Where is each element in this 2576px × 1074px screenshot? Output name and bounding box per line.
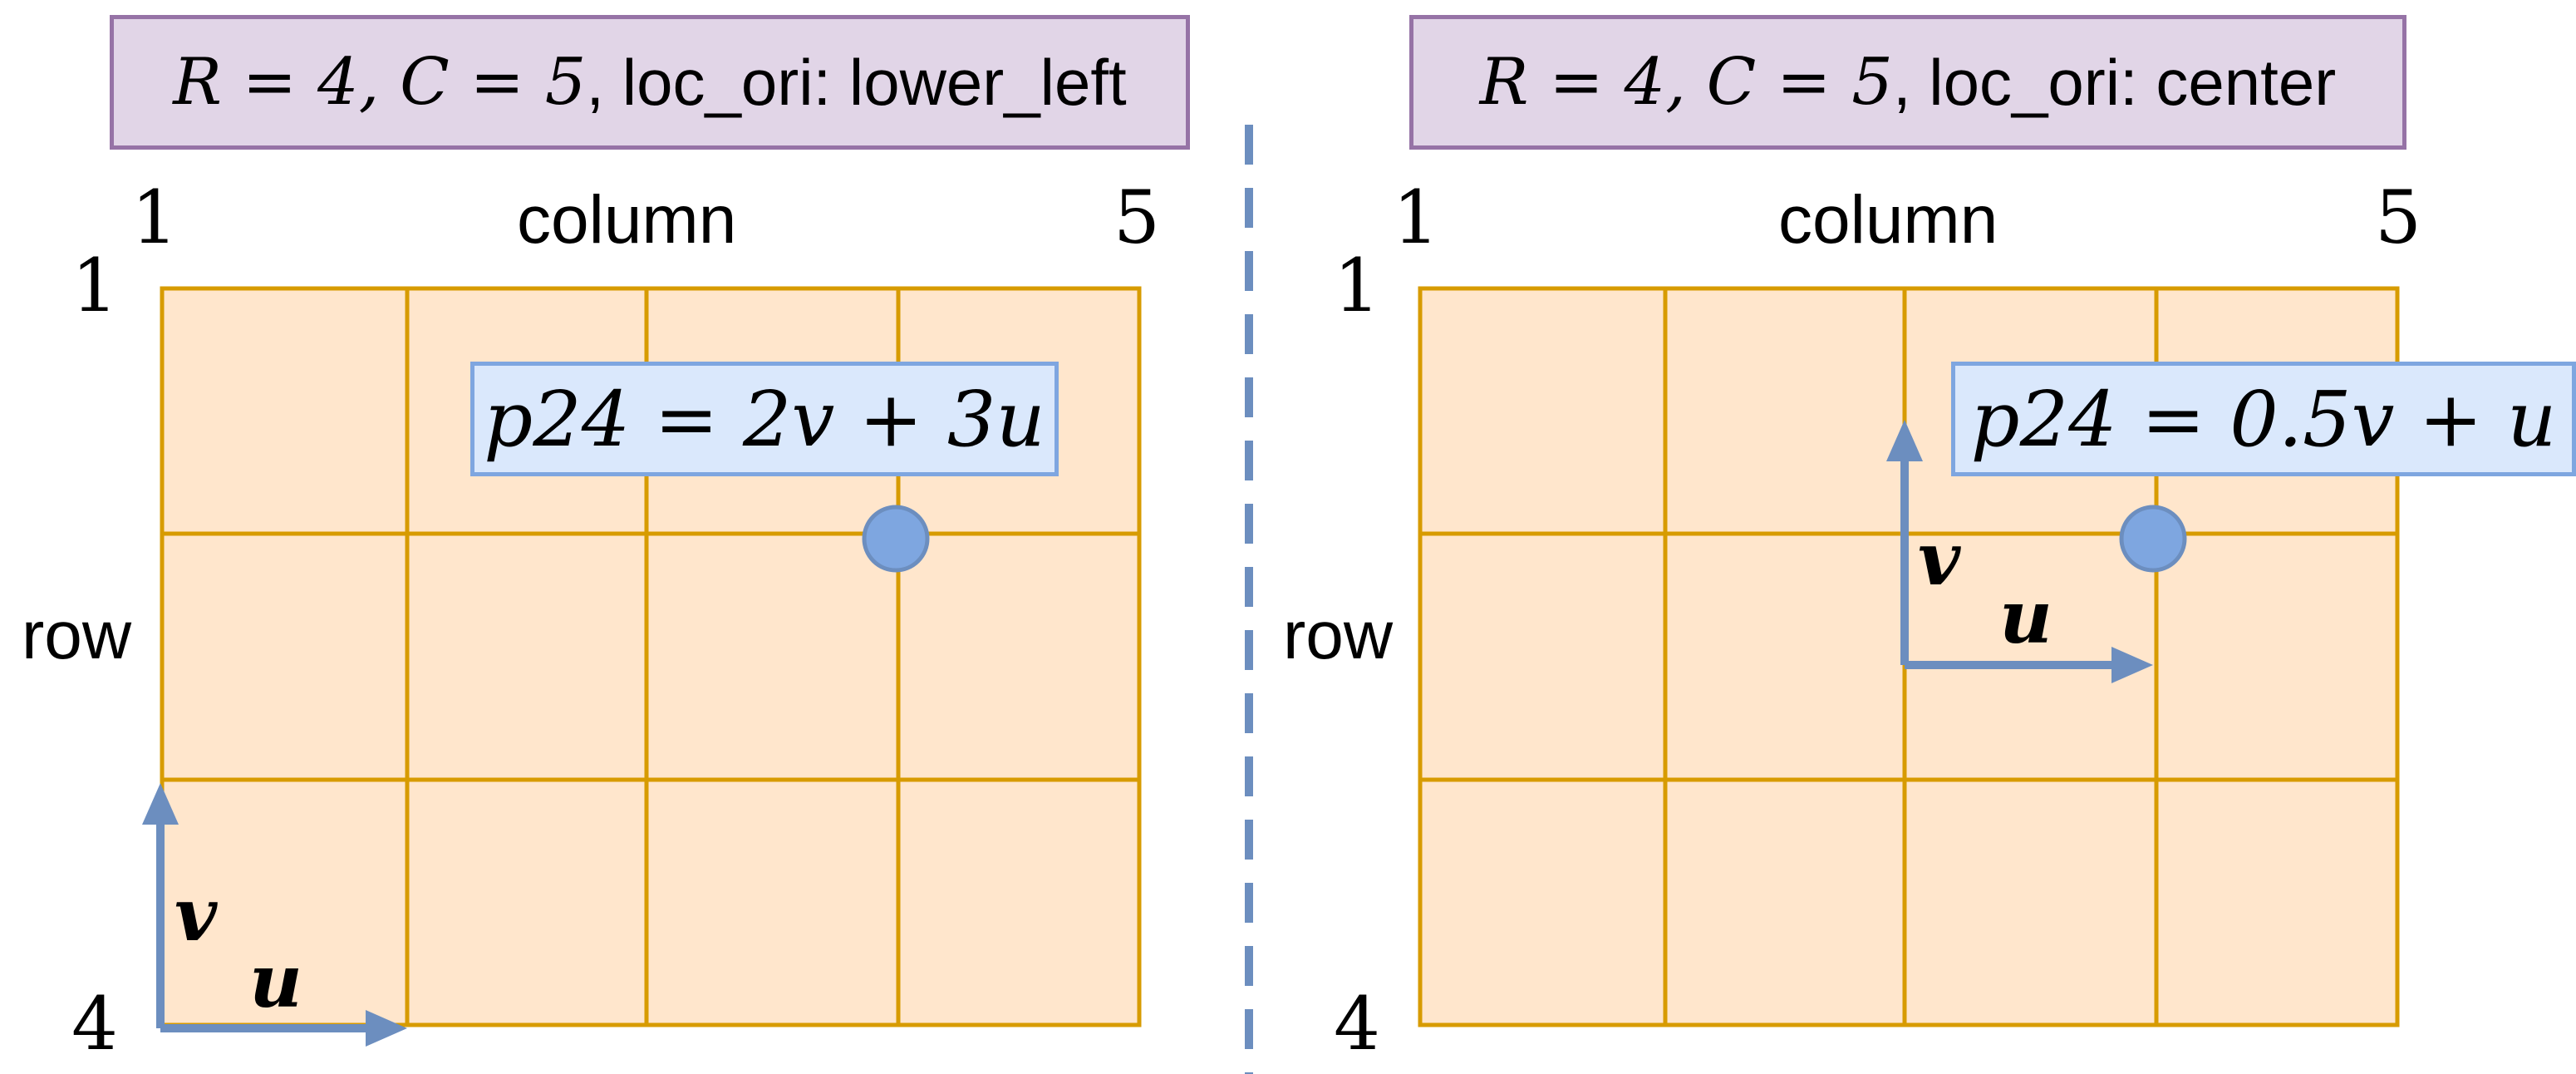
title-math: R = 4, C = 5 [173, 45, 587, 120]
column-axis-label: column [517, 182, 737, 258]
panel-title: R = 4, C = 5, loc_ori: center [1409, 15, 2406, 150]
row-end-label: 4 [71, 981, 118, 1067]
panel-divider [1245, 125, 1253, 1074]
title-text: , loc_ori: center [1892, 45, 2337, 119]
vector-v-label: v [175, 871, 218, 958]
vector-u-arrow [1905, 647, 2153, 683]
column-end-label: 5 [1113, 175, 1160, 260]
formula-text: p24 = 2v + 3u [484, 374, 1045, 464]
point-p24 [862, 505, 930, 573]
vector-u-arrow [160, 1010, 407, 1047]
vector-u-label: u [1999, 574, 2052, 660]
panel-lower-left: R = 4, C = 5, loc_ori: lower_left 1 colu… [0, 0, 1246, 1074]
vector-u-label: u [249, 938, 302, 1024]
formula-box: p24 = 0.5v + u [1951, 362, 2576, 476]
overlay [1886, 420, 2187, 683]
row-axis-label: row [1283, 598, 1394, 673]
column-start-label: 1 [131, 175, 178, 260]
formula-box: p24 = 2v + 3u [470, 362, 1059, 476]
vector-v-label: v [1918, 515, 1961, 602]
panel-title: R = 4, C = 5, loc_ori: lower_left [110, 15, 1190, 150]
formula-text: p24 = 0.5v + u [1970, 374, 2557, 464]
row-start-label: 1 [71, 243, 118, 328]
overlay [142, 505, 930, 1047]
row-end-label: 4 [1334, 981, 1380, 1067]
row-axis-label: row [22, 598, 132, 673]
title-math: R = 4, C = 5 [1479, 45, 1893, 120]
title-text: , loc_ori: lower_left [586, 45, 1127, 119]
row-start-label: 1 [1334, 243, 1380, 328]
column-end-label: 5 [2375, 175, 2421, 260]
vector-v-arrow [142, 783, 179, 1028]
panel-center: R = 4, C = 5, loc_ori: center 1 column 5… [1260, 0, 2576, 1074]
point-p24 [2119, 505, 2187, 573]
vector-v-arrow [1886, 420, 1923, 665]
column-axis-label: column [1778, 182, 1998, 258]
column-start-label: 1 [1393, 175, 1439, 260]
